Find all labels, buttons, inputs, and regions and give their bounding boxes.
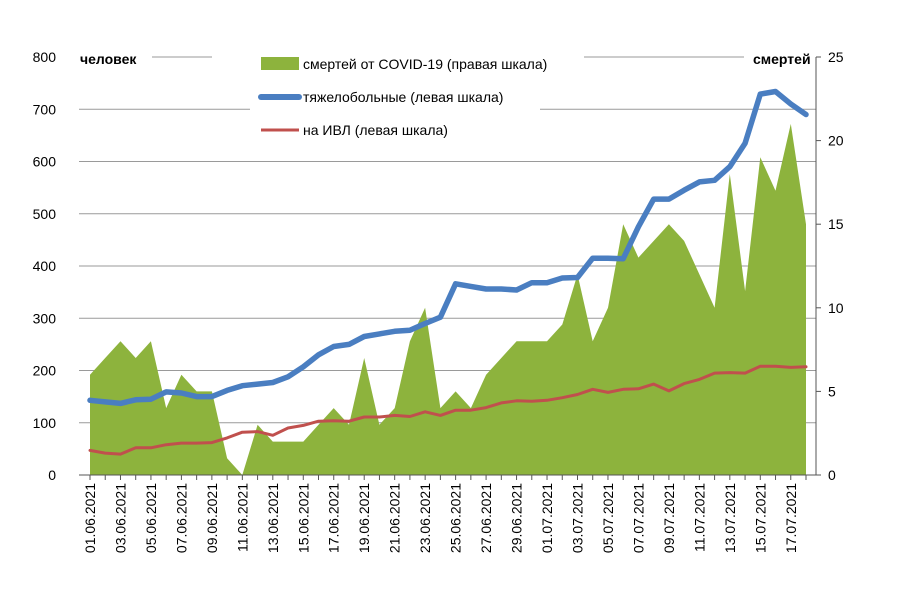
x-tick-label: 01.06.2021 [82,483,98,553]
x-tick-label: 25.06.2021 [448,483,464,553]
severe-line [87,88,809,407]
legend: смертей от COVID-19 (правая шкала) тяжел… [258,56,547,138]
deaths-area [90,123,806,476]
x-tick-label: 27.06.2021 [478,483,494,553]
left-tick-label: 500 [33,206,57,222]
left-tick-label: 800 [33,49,57,65]
x-tick-label: 17.07.2021 [783,483,799,553]
left-axis-unit: человек [80,51,137,67]
axes: 0 100 200 300 400 500 600 700 800 0 5 10 15 20 25 01.06… [33,49,844,553]
lines-layer [87,88,809,456]
left-tick-label: 700 [33,101,57,117]
x-tick-label: 03.06.2021 [112,483,128,553]
right-axis-unit: смертей [753,51,811,67]
x-tick-label: 07.07.2021 [630,483,646,553]
right-tick-label: 20 [828,133,844,149]
x-tick-label: 11.07.2021 [691,483,707,552]
x-tick-label: 19.06.2021 [356,483,372,553]
x-tick-label: 13.06.2021 [265,483,281,553]
x-tick-label: 11.06.2021 [234,483,250,552]
x-tick-label: 15.07.2021 [752,483,768,553]
right-tick-label: 5 [828,383,836,399]
x-tick-label: 29.06.2021 [509,483,525,553]
left-tick-label: 100 [33,415,57,431]
x-tick-label: 05.07.2021 [600,483,616,553]
left-tick-label: 200 [33,363,57,379]
x-tick-label: 05.06.2021 [143,483,159,553]
left-tick-label: 0 [48,467,56,483]
x-tick-label: 01.07.2021 [539,483,555,553]
x-tick-label: 23.06.2021 [417,483,433,553]
ventilator-line [88,364,808,456]
right-tick-label: 10 [828,300,844,316]
x-tick-label: 03.07.2021 [569,483,585,553]
left-tick-label: 600 [33,154,57,170]
x-tick-label: 21.06.2021 [387,483,403,553]
x-tick-label: 09.06.2021 [204,483,220,553]
x-tick-label: 07.06.2021 [173,483,189,553]
legend-label-severe: тяжелобольные (левая шкала) [303,89,503,105]
right-tick-label: 25 [828,49,844,65]
legend-label-deaths: смертей от COVID-19 (правая шкала) [303,56,547,72]
right-tick-label: 0 [828,467,836,483]
legend-swatch-deaths [261,57,299,70]
x-tick-label: 13.07.2021 [722,483,738,553]
left-tick-label: 300 [33,310,57,326]
right-tick-label: 15 [828,216,844,232]
x-tick-label: 15.06.2021 [295,483,311,553]
legend-label-ventilator: на ИВЛ (левая шкала) [303,122,448,138]
x-tick-label: 17.06.2021 [326,483,342,553]
x-tick-label: 09.07.2021 [661,483,677,553]
left-tick-label: 400 [33,258,57,274]
deaths-area-layer [90,123,806,476]
